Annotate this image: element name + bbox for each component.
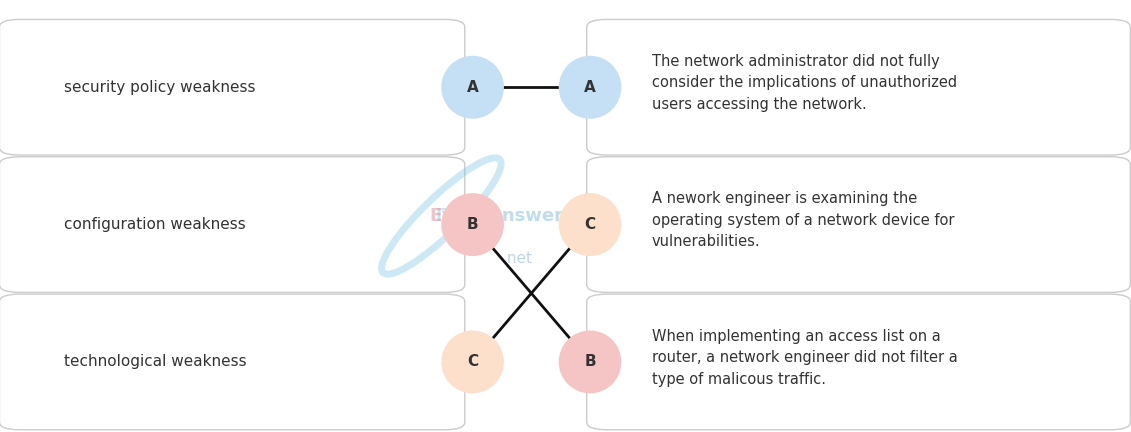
Text: IT: IT <box>435 207 454 225</box>
FancyBboxPatch shape <box>587 157 1130 292</box>
Text: A: A <box>585 80 596 95</box>
FancyBboxPatch shape <box>0 294 465 430</box>
Text: A: A <box>467 80 478 95</box>
FancyBboxPatch shape <box>0 19 465 155</box>
Text: B: B <box>467 217 478 232</box>
Text: The network administrator did not fully
consider the implications of unauthorize: The network administrator did not fully … <box>651 54 957 112</box>
Ellipse shape <box>441 330 504 394</box>
Ellipse shape <box>559 56 621 119</box>
FancyBboxPatch shape <box>587 19 1130 155</box>
Text: B: B <box>585 354 596 369</box>
Text: .net: .net <box>502 251 533 267</box>
Text: C: C <box>585 217 596 232</box>
Text: security policy weakness: security policy weakness <box>64 80 256 95</box>
Ellipse shape <box>441 56 504 119</box>
FancyBboxPatch shape <box>587 294 1130 430</box>
Text: Answers: Answers <box>490 207 575 225</box>
Text: When implementing an access list on a
router, a network engineer did not filter : When implementing an access list on a ro… <box>651 329 957 387</box>
Text: Exam: Exam <box>429 207 484 225</box>
Text: A nework engineer is examining the
operating system of a network device for
vuln: A nework engineer is examining the opera… <box>651 191 955 249</box>
Text: configuration weakness: configuration weakness <box>64 217 247 232</box>
Ellipse shape <box>559 193 621 256</box>
FancyBboxPatch shape <box>0 157 465 292</box>
Text: C: C <box>467 354 478 369</box>
Ellipse shape <box>559 330 621 394</box>
Ellipse shape <box>441 193 504 256</box>
Text: technological weakness: technological weakness <box>64 354 247 369</box>
